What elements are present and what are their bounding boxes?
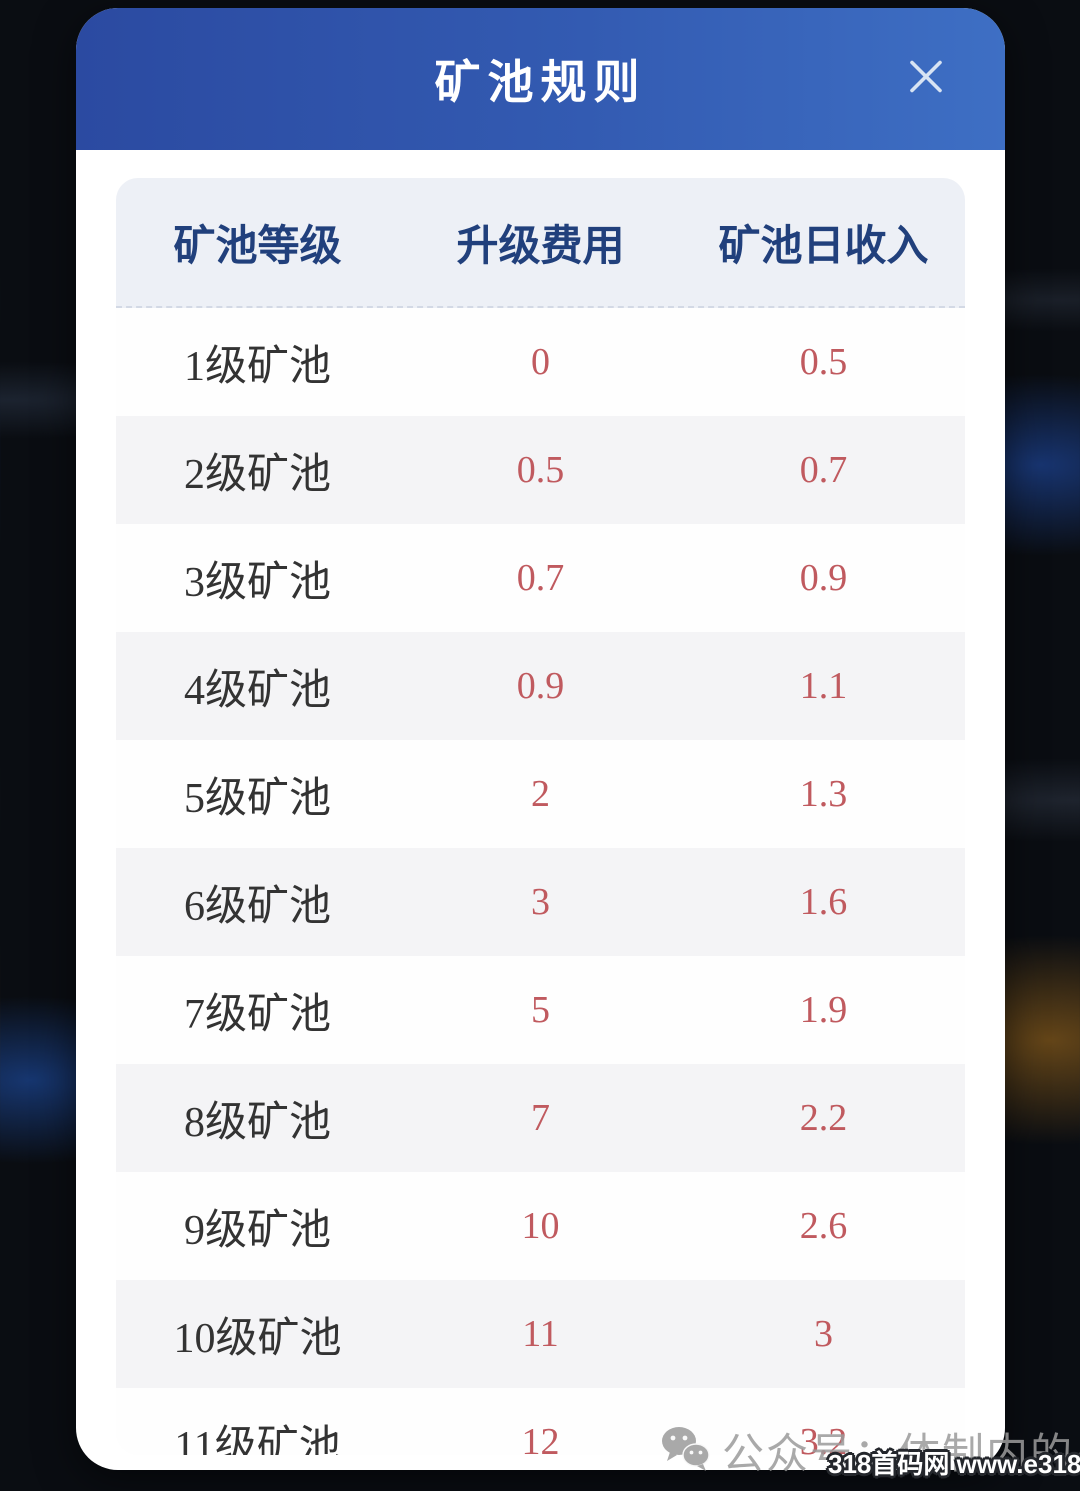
table-body: 1级矿池 0 0.5 2级矿池 0.5 0.7 3级矿池 0.7 0.9 4级矿…	[116, 308, 965, 1455]
cell-fee: 0	[531, 341, 550, 383]
modal-header: 矿池规则	[76, 8, 1005, 150]
table-row: 4级矿池 0.9 1.1	[116, 632, 965, 740]
cell-income: 1.9	[799, 989, 848, 1031]
cell-fee: 12	[521, 1421, 560, 1455]
cell-level: 3级矿池	[183, 559, 331, 606]
table-row: 7级矿池 5 1.9	[116, 956, 965, 1064]
wechat-icon	[660, 1425, 712, 1476]
column-header-fee: 升级费用	[456, 221, 625, 269]
cell-income: 3.2	[799, 1421, 848, 1455]
table-row: 8级矿池 7 2.2	[116, 1064, 965, 1172]
cell-income: 0.5	[799, 341, 848, 383]
cell-level: 10级矿池	[173, 1315, 342, 1362]
cell-fee: 0.9	[516, 665, 565, 707]
rules-table: 矿池等级 升级费用 矿池日收入 1级矿池 0 0.5 2级矿池 0.5 0.7 …	[116, 178, 965, 1455]
column-header-income: 矿池日收入	[718, 221, 929, 269]
cell-fee: 5	[531, 989, 550, 1031]
cell-level: 1级矿池	[183, 343, 331, 390]
table-row: 10级矿池 11 3	[116, 1280, 965, 1388]
table-row: 11级矿池 12 3.2	[116, 1388, 965, 1455]
cell-fee: 0.5	[516, 449, 565, 491]
cell-fee: 11	[522, 1313, 559, 1355]
table-row: 9级矿池 10 2.6	[116, 1172, 965, 1280]
table-row: 2级矿池 0.5 0.7	[116, 416, 965, 524]
cell-level: 4级矿池	[183, 667, 331, 714]
cell-level: 2级矿池	[183, 451, 331, 498]
table-row: 3级矿池 0.7 0.9	[116, 524, 965, 632]
cell-level: 8级矿池	[183, 1099, 331, 1146]
cell-income: 0.9	[799, 557, 848, 599]
table-row: 5级矿池 2 1.3	[116, 740, 965, 848]
modal-title: 矿池规则	[434, 56, 647, 108]
cell-fee: 7	[531, 1097, 550, 1139]
close-icon[interactable]	[905, 55, 947, 97]
cell-level: 9级矿池	[183, 1207, 331, 1254]
cell-fee: 2	[531, 773, 550, 815]
cell-income: 0.7	[799, 449, 848, 491]
table-row: 1级矿池 0 0.5	[116, 308, 965, 416]
wechat-watermark-label: 公众号：体制内的小牛	[722, 1430, 1080, 1477]
cell-level: 11级矿池	[174, 1423, 341, 1456]
pool-rules-modal: 矿池规则 矿池等级 升级费用 矿池日收入 1级矿池 0 0.5 2级矿池 0.5…	[76, 8, 1005, 1470]
site-watermark: 318首码网 www.e318.com	[828, 1449, 1080, 1479]
column-header-level: 矿池等级	[173, 221, 342, 269]
cell-income: 1.3	[799, 773, 848, 815]
cell-level: 7级矿池	[183, 991, 331, 1038]
cell-fee: 10	[521, 1205, 560, 1247]
cell-fee: 0.7	[516, 557, 565, 599]
cell-income: 2.2	[799, 1097, 848, 1139]
cell-income: 1.6	[799, 881, 848, 923]
table-row: 6级矿池 3 1.6	[116, 848, 965, 956]
cell-level: 6级矿池	[183, 883, 331, 930]
table-header-row: 矿池等级 升级费用 矿池日收入	[116, 178, 965, 308]
wechat-watermark: 公众号：体制内的小牛	[660, 1420, 1080, 1481]
cell-level: 5级矿池	[183, 775, 331, 822]
cell-income: 1.1	[799, 665, 848, 707]
cell-income: 2.6	[799, 1205, 848, 1247]
cell-fee: 3	[531, 881, 550, 923]
cell-income: 3	[814, 1313, 833, 1355]
